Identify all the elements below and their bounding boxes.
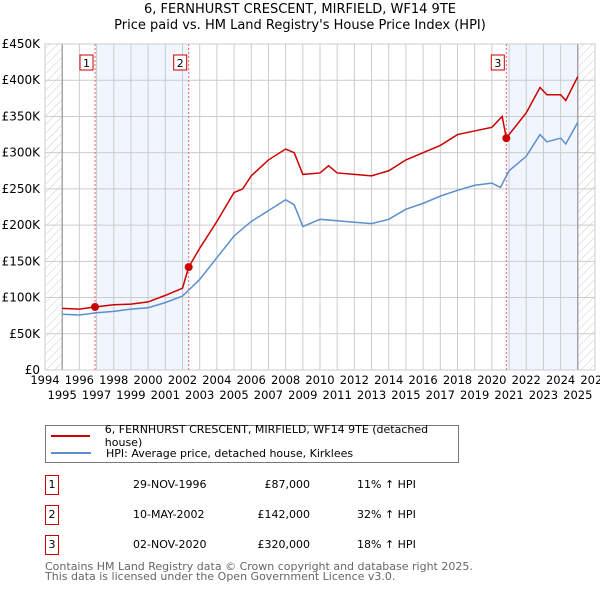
x-tick-label: 2008 [271,373,300,387]
sale-marker-label: 1 [45,475,59,495]
sale-row: 1 29-NOV-1996 £87,000 11% ↑ HPI [45,475,445,495]
y-tick-label: £50K [9,327,41,341]
sale-date: 29-NOV-1996 [133,478,207,491]
x-tick-label: 1994 [30,373,59,387]
x-tick-label: 2020 [477,373,506,387]
sale-price: £87,000 [264,478,311,491]
no-data-hatch-right [577,44,595,370]
ownership-shade [506,44,578,370]
sale-point [502,134,511,143]
x-tick-label: 2010 [305,373,334,387]
hpi-line [62,121,579,316]
sale-marker-box [173,54,188,71]
sale-price: £320,000 [257,538,311,551]
chart-title: 6, FERNHURST CRESCENT, MIRFIELD, WF14 9T… [144,2,456,17]
footer-copyright: Contains HM Land Registry data © Crown c… [45,560,473,573]
x-tick-label: 2018 [443,373,472,387]
sale-price: £142,000 [257,508,311,521]
sale-point [184,263,193,272]
ownership-shade [95,44,189,370]
x-tick-label: 2001 [151,388,180,402]
x-tick-label: 2021 [494,388,523,402]
y-tick-label: £300K [2,146,42,160]
y-tick-label: £100K [2,291,42,305]
x-tick-label: 2017 [426,388,455,402]
x-tick-label: 2013 [357,388,386,402]
x-tick-label: 2024 [546,373,575,387]
x-tick-label: 1998 [99,373,128,387]
x-tick-label: 2016 [408,373,437,387]
y-tick-label: £400K [2,73,42,87]
footer-licence: This data is licensed under the Open Gov… [45,570,396,583]
sale-marker-label: 2 [177,57,184,70]
sale-hpi: 32% ↑ HPI [357,508,416,521]
x-tick-label: 2009 [288,388,317,402]
x-tick-label: 2022 [512,373,541,387]
legend-swatch-property [51,435,90,437]
x-tick-label: 2012 [340,373,369,387]
y-tick-label: £350K [2,109,42,123]
x-tick-label: 2011 [323,388,352,402]
plot-border [44,43,596,371]
x-tick-label: 2007 [254,388,283,402]
x-tick-label: 1996 [65,373,94,387]
sale-marker-box [490,54,505,71]
x-tick-label: 1997 [82,388,111,402]
x-tick-label: 1995 [48,388,77,402]
x-tick-label: 2026 [580,373,600,387]
y-tick-label: £450K [2,37,42,51]
x-tick-label: 2023 [529,388,558,402]
sale-marker-label: 3 [45,535,59,555]
sale-marker-box [79,54,94,71]
x-tick-label: 2015 [391,388,420,402]
sale-marker-label: 3 [494,57,501,70]
y-tick-label: £250K [2,182,42,196]
legend: 6, FERNHURST CRESCENT, MIRFIELD, WF14 9T… [45,423,459,463]
x-tick-label: 2003 [185,388,214,402]
y-tick-label: £200K [2,218,42,232]
legend-label-property: 6, FERNHURST CRESCENT, MIRFIELD, WF14 9T… [104,423,429,449]
x-tick-label: 2004 [202,373,231,387]
y-tick-label: £0 [25,363,40,377]
sale-point [91,302,100,311]
sale-marker-label: 2 [45,505,59,525]
sale-row: 2 10-MAY-2002 £142,000 32% ↑ HPI [45,505,445,525]
x-tick-label: 2019 [460,388,489,402]
legend-label-hpi: HPI: Average price, detached house, Kirk… [106,446,354,460]
x-tick-label: 2000 [133,373,162,387]
sale-hpi: 11% ↑ HPI [357,478,416,491]
y-tick-label: £150K [2,254,42,268]
plot-area: 1994199519961997199819992000200120022003… [2,37,600,402]
sale-row: 3 02-NOV-2020 £320,000 18% ↑ HPI [45,535,445,555]
x-tick-label: 2025 [563,388,592,402]
x-tick-label: 2002 [168,373,197,387]
chart-subtitle: Price paid vs. HM Land Registry's House … [114,18,486,33]
sale-date: 02-NOV-2020 [133,538,207,551]
sale-date: 10-MAY-2002 [133,508,205,521]
legend-swatch-hpi [51,452,91,454]
x-tick-label: 2006 [237,373,266,387]
no-data-hatch-left [45,44,63,370]
x-tick-label: 2005 [219,388,248,402]
sale-hpi: 18% ↑ HPI [357,538,416,551]
x-tick-label: 1999 [116,388,145,402]
sale-marker-label: 1 [83,57,90,70]
x-tick-label: 2014 [374,373,403,387]
